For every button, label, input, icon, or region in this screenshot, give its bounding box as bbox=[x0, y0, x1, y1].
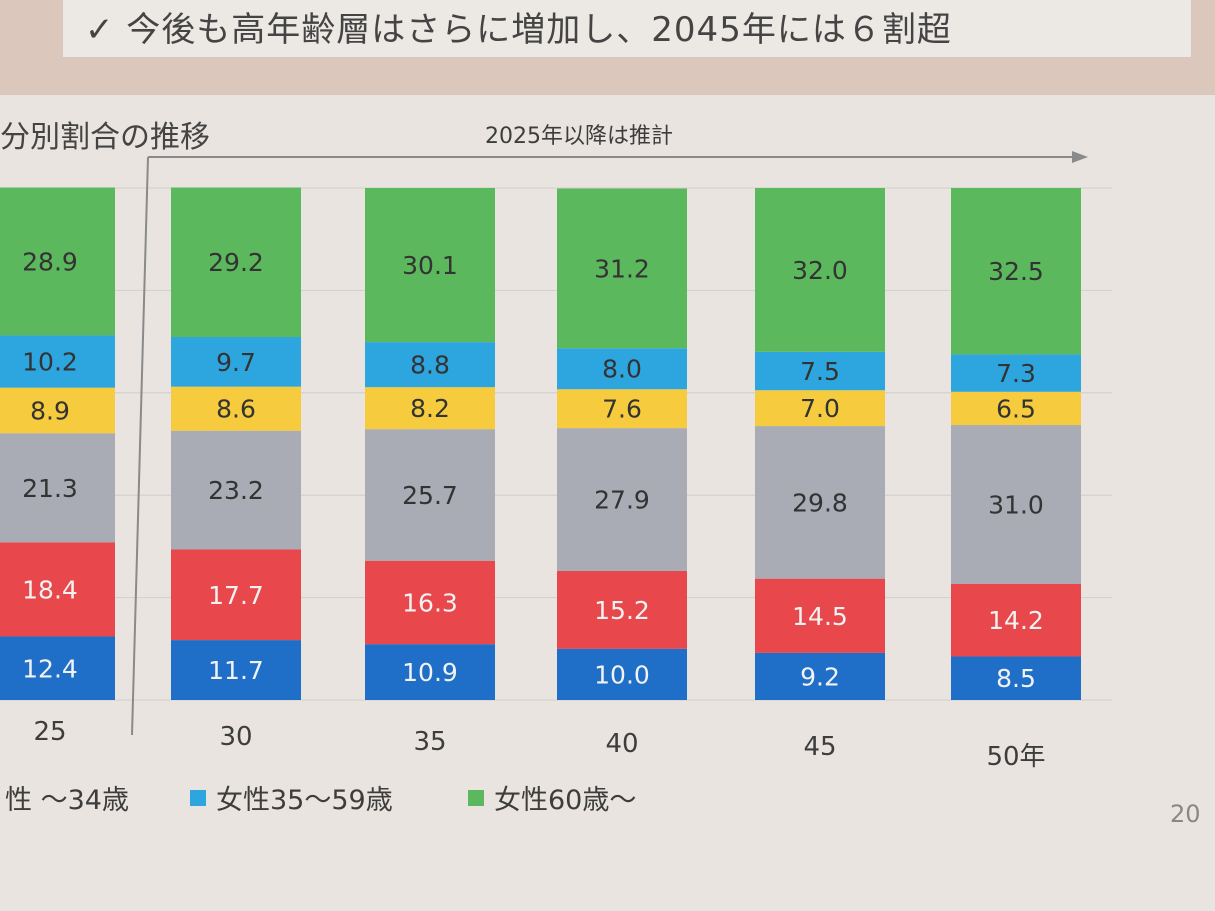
header-note-box bbox=[62, 0, 1192, 58]
data-label: 18.4 bbox=[22, 575, 78, 604]
x-tick-label: 30 bbox=[219, 722, 252, 752]
bar-segment bbox=[951, 354, 1081, 392]
bar-segment bbox=[557, 348, 687, 390]
data-label: 25.7 bbox=[402, 481, 458, 510]
bar-segment bbox=[0, 542, 115, 637]
data-label: 27.9 bbox=[594, 486, 650, 515]
bar-segment bbox=[951, 583, 1081, 657]
bar-segment bbox=[0, 636, 115, 700]
bar-segment bbox=[171, 430, 301, 550]
legend-swatch-2 bbox=[190, 789, 206, 806]
data-label: 32.0 bbox=[792, 256, 848, 285]
bar-segment bbox=[365, 560, 495, 645]
data-label: 16.3 bbox=[402, 588, 458, 617]
data-label: 23.2 bbox=[208, 476, 264, 505]
bar-segment bbox=[171, 640, 301, 700]
bar-segment bbox=[951, 391, 1081, 426]
data-label: 10.0 bbox=[594, 660, 650, 689]
bar-segment bbox=[171, 386, 301, 431]
data-label: 9.2 bbox=[800, 662, 840, 691]
bar-segment bbox=[0, 335, 115, 388]
data-label: 14.5 bbox=[792, 602, 848, 631]
data-label: 10.9 bbox=[402, 658, 458, 687]
bar-segment bbox=[171, 336, 301, 387]
bar-segment bbox=[365, 342, 495, 388]
bar-segment bbox=[755, 578, 885, 653]
bar-segment bbox=[0, 187, 115, 336]
bar-segment bbox=[0, 387, 115, 434]
bar-segment bbox=[755, 351, 885, 391]
data-label: 31.2 bbox=[594, 254, 650, 283]
bar-segment bbox=[951, 188, 1081, 355]
bar-segment bbox=[557, 570, 687, 649]
data-label: 8.8 bbox=[410, 351, 450, 380]
data-label: 7.6 bbox=[602, 395, 642, 424]
bar-segment bbox=[951, 425, 1081, 584]
x-tick-label: 40 bbox=[605, 729, 638, 759]
bar-segment bbox=[365, 188, 495, 343]
data-label: 10.2 bbox=[22, 348, 78, 377]
bar-segment bbox=[557, 389, 687, 429]
legend-item-3: 女性60歳～ bbox=[468, 778, 636, 817]
bar-segment bbox=[171, 549, 301, 641]
projection-note: 2025年以降は推計 bbox=[485, 124, 673, 149]
data-label: 6.5 bbox=[996, 394, 1036, 423]
data-label: 8.0 bbox=[602, 355, 642, 384]
bar-segment bbox=[171, 187, 301, 337]
bar-segment bbox=[557, 188, 687, 349]
data-label: 12.4 bbox=[22, 654, 78, 683]
bar-segment bbox=[755, 652, 885, 700]
bar-segment bbox=[557, 648, 687, 700]
bar-segment bbox=[0, 433, 115, 543]
legend-item-2: 女性35～59歳 bbox=[190, 778, 393, 817]
data-label: 7.0 bbox=[800, 394, 840, 423]
legend-label-2: 女性35～59歳 bbox=[216, 785, 393, 816]
data-label: 9.7 bbox=[216, 348, 256, 377]
x-tick-label: 35 bbox=[413, 727, 446, 757]
data-label: 31.0 bbox=[988, 490, 1044, 519]
data-label: 29.2 bbox=[208, 248, 264, 277]
bar-segment bbox=[951, 656, 1081, 700]
projection-divider bbox=[131, 156, 149, 736]
header-note: ✓ 今後も高年齢層はさらに増加し、2045年には６割超 bbox=[85, 10, 952, 50]
data-label: 8.9 bbox=[30, 396, 70, 425]
bar-segment bbox=[557, 428, 687, 571]
bar-segment bbox=[365, 387, 495, 430]
data-label: 7.3 bbox=[996, 359, 1036, 388]
legend-item-1: 性 ～34歳 bbox=[5, 778, 129, 817]
x-tick-label: 45 bbox=[803, 732, 836, 762]
legend-swatch-3 bbox=[468, 789, 484, 806]
bar-segment bbox=[755, 426, 885, 579]
chart-title: 分別割合の推移 bbox=[0, 120, 210, 155]
x-tick-label: 25 bbox=[33, 717, 66, 747]
x-tick-label: 50年 bbox=[986, 742, 1045, 772]
data-label: 17.7 bbox=[208, 581, 264, 610]
data-label: 8.5 bbox=[996, 664, 1036, 693]
projection-arrow-head bbox=[1072, 151, 1088, 163]
data-label: 30.1 bbox=[402, 251, 458, 280]
data-label: 14.2 bbox=[988, 606, 1044, 635]
data-label: 32.5 bbox=[988, 257, 1044, 286]
bar-segment bbox=[365, 429, 495, 561]
page-number: 20 bbox=[1170, 800, 1201, 828]
data-label: 7.5 bbox=[800, 357, 840, 386]
legend-label-3: 女性60歳～ bbox=[494, 785, 637, 816]
data-label: 15.2 bbox=[594, 596, 650, 625]
data-label: 11.7 bbox=[208, 656, 264, 685]
data-label: 8.2 bbox=[410, 394, 450, 423]
data-label: 29.8 bbox=[792, 488, 848, 517]
bar-segment bbox=[755, 390, 885, 427]
data-label: 28.9 bbox=[22, 247, 78, 276]
data-label: 8.6 bbox=[216, 395, 256, 424]
bar-segment bbox=[365, 644, 495, 700]
bar-segment bbox=[755, 188, 885, 352]
legend-label-1: 性 ～34歳 bbox=[5, 785, 129, 816]
data-label: 21.3 bbox=[22, 474, 78, 503]
